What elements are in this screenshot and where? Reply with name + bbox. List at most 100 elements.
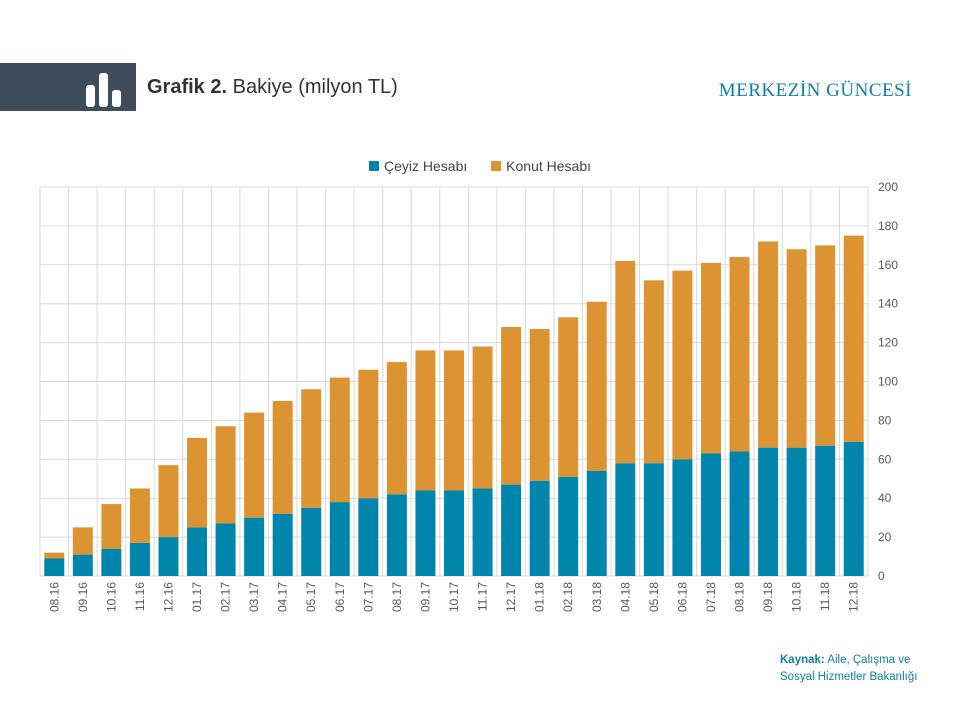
x-tick-label: 05.17 — [304, 582, 318, 612]
legend-label-ceyiz: Çeyiz Hesabı — [384, 158, 468, 174]
bar-konut — [815, 245, 836, 446]
bar-ceyiz — [529, 480, 550, 576]
bar-konut — [558, 317, 579, 477]
bar-konut — [72, 527, 93, 555]
bar-konut — [215, 426, 236, 524]
x-tick-label: 01.17 — [190, 582, 204, 612]
x-tick-label: 08.17 — [390, 582, 404, 612]
bar-konut — [472, 346, 493, 489]
bar-ceyiz — [415, 490, 436, 576]
y-tick-label: 100 — [878, 375, 898, 389]
x-tick-label: 12.16 — [161, 582, 175, 612]
bar-konut — [643, 280, 664, 464]
bar-konut — [44, 552, 65, 559]
bar-konut — [329, 377, 350, 503]
x-tick-label: 06.17 — [333, 582, 347, 612]
bar-ceyiz — [386, 494, 407, 576]
bar-ceyiz — [758, 447, 779, 576]
x-tick-label: 12.17 — [504, 582, 518, 612]
x-tick-label: 05.18 — [647, 582, 661, 612]
brand-logo-text: MERKEZİN GÜNCESİ — [718, 80, 912, 101]
title-text: Bakiye (milyon TL) — [232, 76, 398, 98]
x-tick-label: 11.18 — [818, 582, 832, 611]
bar-ceyiz — [643, 463, 664, 576]
x-tick-label: 08.16 — [47, 582, 61, 612]
x-tick-label: 10.18 — [790, 582, 804, 612]
bar-chart-icon — [86, 73, 121, 107]
bar-ceyiz — [672, 459, 693, 576]
bar-konut — [586, 301, 607, 471]
grafik-label: Grafik 2. — [147, 76, 228, 98]
bar-ceyiz — [815, 445, 836, 576]
bar-ceyiz — [444, 490, 464, 576]
y-tick-label: 200 — [878, 180, 898, 194]
x-tick-label: 10.17 — [447, 582, 461, 612]
bar-ceyiz — [700, 453, 721, 576]
x-tick-label: 04.17 — [276, 582, 290, 612]
bar-ceyiz — [244, 517, 265, 576]
bar-ceyiz — [843, 441, 864, 576]
bar-ceyiz — [472, 488, 493, 576]
chart-title: Grafik 2. Bakiye (milyon TL) — [147, 76, 398, 99]
bar-konut — [101, 504, 122, 549]
y-tick-label: 140 — [878, 297, 898, 311]
bar-ceyiz — [786, 447, 807, 576]
bar-konut — [129, 488, 150, 543]
x-tick-label: 09.17 — [418, 582, 432, 612]
bar-ceyiz — [358, 498, 379, 576]
x-tick-label: 11.16 — [133, 582, 147, 611]
source-text-line2: Sosyal Hizmetler Bakanlığı — [780, 671, 918, 683]
x-tick-label: 02.18 — [561, 582, 575, 612]
chart-legend: Çeyiz Hesabı Konut Hesabı — [0, 158, 960, 174]
y-tick-label: 60 — [878, 452, 892, 466]
x-tick-label: 03.18 — [590, 582, 604, 612]
bar-konut — [786, 249, 807, 448]
bar-konut — [358, 369, 379, 499]
bar-konut — [187, 437, 208, 528]
bar-ceyiz — [558, 476, 579, 576]
x-tick-label: 09.16 — [76, 582, 90, 612]
legend-label-konut: Konut Hesabı — [506, 158, 591, 174]
x-tick-label: 08.18 — [733, 582, 747, 612]
source-label: Kaynak: — [780, 654, 825, 666]
bar-ceyiz — [329, 502, 350, 576]
y-tick-label: 160 — [878, 258, 898, 272]
y-tick-label: 80 — [878, 413, 892, 427]
bar-ceyiz — [301, 507, 322, 576]
bar-konut — [444, 350, 464, 491]
x-tick-label: 06.18 — [675, 582, 689, 612]
bar-konut — [672, 270, 693, 460]
bar-ceyiz — [158, 537, 179, 576]
legend-item-ceyiz: Çeyiz Hesabı — [369, 158, 467, 174]
bar-ceyiz — [215, 523, 236, 576]
x-tick-label: 04.18 — [618, 582, 632, 612]
bar-konut — [615, 260, 636, 464]
y-tick-label: 180 — [878, 219, 898, 233]
x-tick-label: 02.17 — [219, 582, 233, 612]
bar-konut — [529, 328, 550, 481]
legend-swatch-ceyiz — [369, 161, 379, 171]
x-tick-label: 03.17 — [247, 582, 261, 612]
bar-ceyiz — [272, 513, 293, 576]
bar-konut — [758, 241, 779, 448]
bar-konut — [301, 389, 322, 508]
bar-ceyiz — [615, 463, 636, 576]
bar-konut — [415, 350, 436, 491]
x-tick-label: 09.18 — [761, 582, 775, 612]
bar-konut — [501, 327, 522, 485]
y-tick-label: 40 — [878, 491, 892, 505]
bar-ceyiz — [129, 542, 150, 576]
bar-ceyiz — [44, 558, 65, 576]
bar-ceyiz — [729, 451, 750, 576]
bar-ceyiz — [501, 484, 522, 576]
source-note: Kaynak: Aile, Çalışma ve Sosyal Hizmetle… — [780, 652, 917, 686]
bar-ceyiz — [72, 554, 93, 576]
bar-ceyiz — [187, 527, 208, 576]
x-tick-label: 07.18 — [704, 582, 718, 612]
bar-konut — [700, 262, 721, 454]
x-tick-label: 12.18 — [847, 582, 861, 612]
x-tick-label: 11.17 — [476, 582, 490, 611]
bar-ceyiz — [101, 548, 122, 576]
legend-item-konut: Konut Hesabı — [491, 158, 591, 174]
